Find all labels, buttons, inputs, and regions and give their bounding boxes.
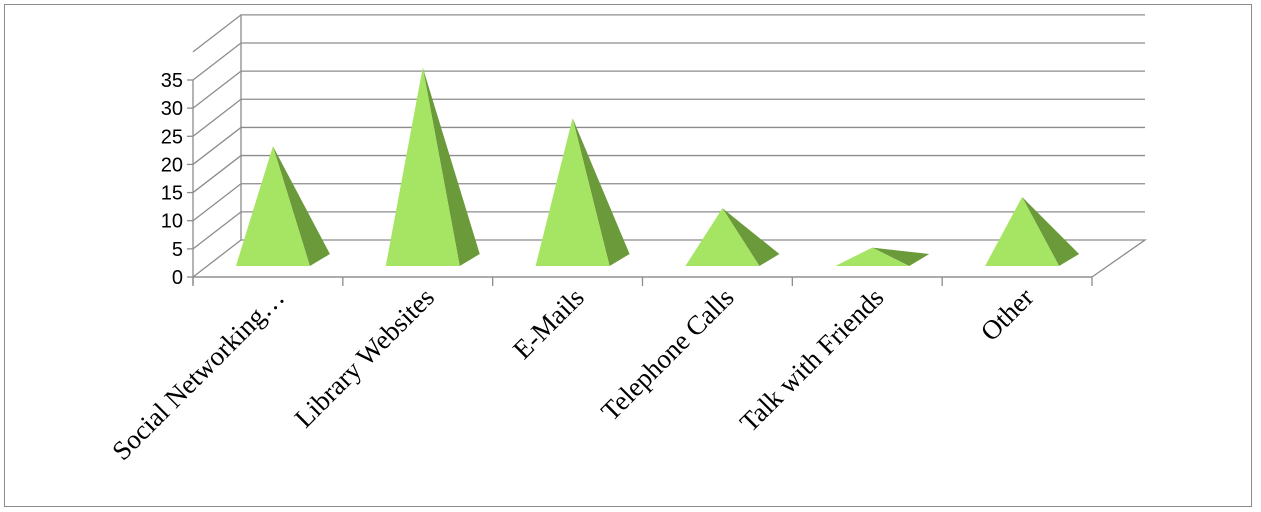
pyramid-front-face [685, 208, 760, 266]
y-tick-label: 35 [161, 70, 183, 92]
pyramid-front-face [385, 67, 460, 266]
pyramid-bar [535, 118, 630, 267]
x-category-label: Telephone Calls [595, 282, 739, 426]
y-tick-label: 0 [172, 267, 183, 289]
axis-layer: 0 5 10 15 20 25 30 35 [161, 70, 1093, 289]
gridline [192, 154, 1145, 194]
pyramid-bar [235, 146, 330, 266]
gridline [192, 126, 1145, 165]
pyramid-side-face [272, 146, 330, 266]
y-tick-label: 30 [161, 98, 183, 120]
y-tick-label: 5 [172, 239, 183, 261]
gridline [192, 98, 1145, 137]
pyramid-front-face [235, 146, 310, 266]
y-tick-label: 15 [161, 183, 183, 205]
x-category-label: Library Websites [289, 282, 440, 433]
pyramid-front-face [985, 196, 1060, 266]
gridline [192, 183, 1145, 222]
pyramid-bar [385, 67, 480, 266]
pyramid-bar [985, 196, 1080, 266]
gridline [192, 14, 1145, 53]
x-category-label: Social Networking… [106, 282, 290, 466]
labels-layer: Social Networking…Library Websites E-Mail… [106, 282, 1039, 466]
pyramid-side-face [422, 67, 480, 266]
bars-layer [235, 67, 1080, 267]
pyramid-side-face [1022, 196, 1080, 266]
y-tick-label: 25 [161, 126, 183, 148]
pyramid-side-face [572, 118, 630, 267]
pyramid-side-face [722, 208, 780, 266]
gridline [192, 70, 1145, 109]
pyramid-bar [685, 208, 780, 266]
pyramid-front-face [835, 247, 910, 266]
gridline [192, 42, 1145, 81]
x-category-label: Talk with Friends [734, 282, 890, 438]
y-tick-label: 10 [161, 211, 183, 233]
x-category-label: E-Mails [507, 282, 590, 365]
grid-layer [191, 14, 1148, 278]
x-category-label: Other [975, 282, 1040, 347]
pyramid-bar [835, 247, 930, 266]
pyramid-side-face [872, 247, 930, 266]
pyramid-front-face [535, 118, 610, 267]
y-tick-label: 20 [161, 154, 183, 176]
